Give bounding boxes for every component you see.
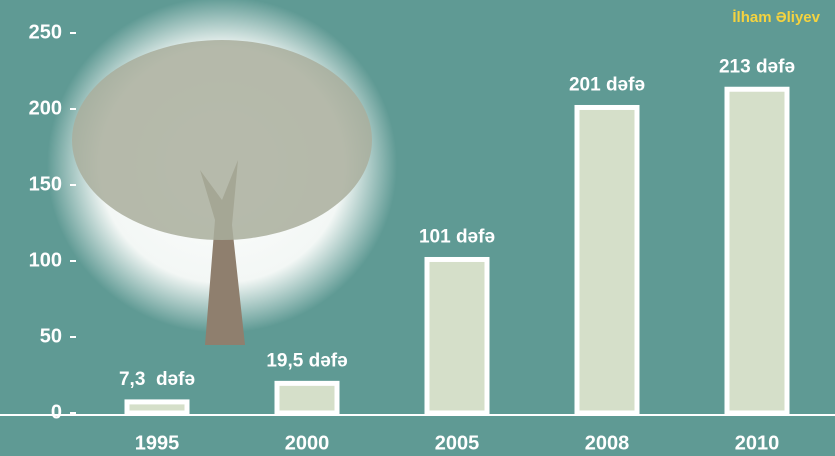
y-tick-label: 200 — [29, 97, 62, 119]
bar — [574, 104, 640, 416]
y-tick-label: 100 — [29, 249, 62, 271]
value-label: 7,3 dəfə — [119, 369, 195, 390]
value-label: 19,5 dəfə — [266, 350, 347, 371]
y-tick-label: 250 — [29, 21, 62, 43]
x-tick-label: 2005 — [435, 432, 480, 454]
y-tick-label: 50 — [40, 325, 62, 347]
tree-crown — [72, 40, 372, 240]
x-tick-label: 1995 — [135, 432, 180, 454]
value-label: 201 dəfə — [569, 74, 645, 95]
bar — [424, 256, 490, 416]
bar — [124, 399, 190, 416]
value-label: 213 dəfə — [719, 56, 795, 77]
bar — [274, 380, 340, 416]
author: İlham Əliyev — [732, 9, 820, 26]
y-tick-label: 150 — [29, 173, 62, 195]
bar — [724, 86, 790, 416]
y-tick-label: 0 — [51, 401, 62, 423]
x-tick-label: 2000 — [285, 432, 330, 454]
value-label: 101 dəfə — [419, 226, 495, 247]
x-tick-label: 2010 — [735, 432, 780, 454]
x-tick-label: 2008 — [585, 432, 630, 454]
